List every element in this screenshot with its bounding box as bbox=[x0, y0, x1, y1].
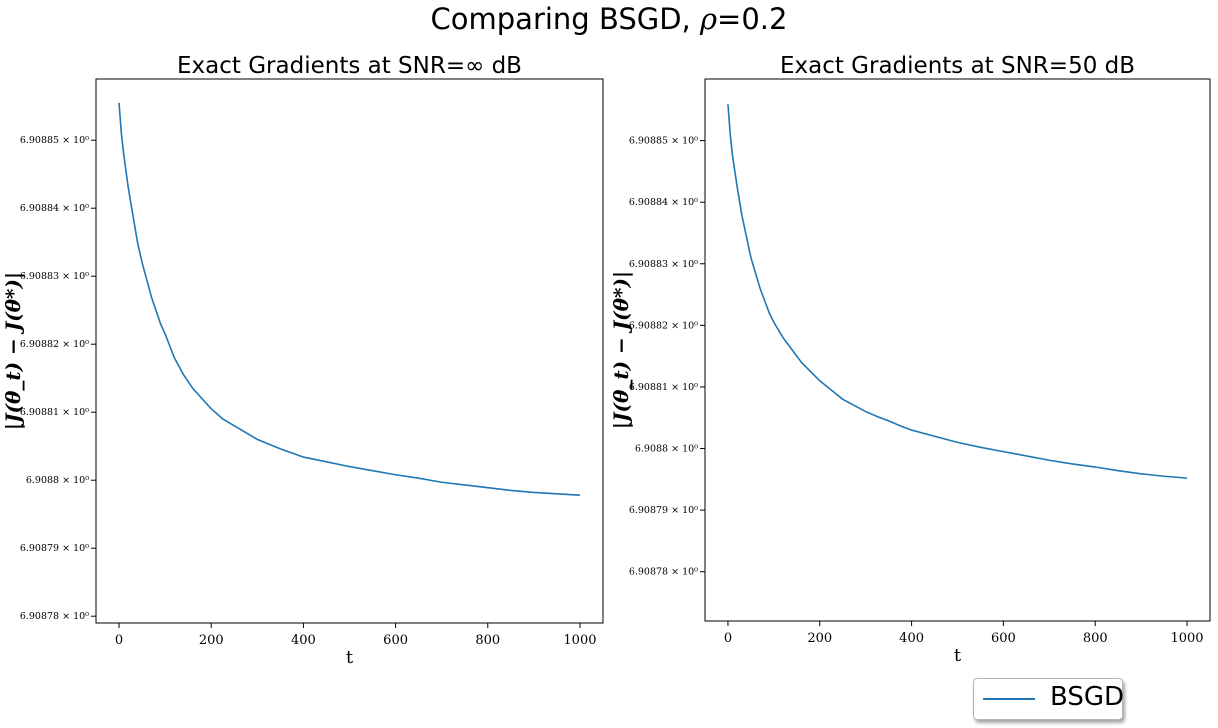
subplot-2-ylabel: |J(θ_t) − J(θ*)| bbox=[609, 271, 633, 429]
subplot-1-ytick-label: 6.90878 × 10⁰ bbox=[20, 611, 89, 622]
subplot-1-ytick-label: 6.90879 × 10⁰ bbox=[20, 543, 89, 554]
figure-title-text: Comparing BSGD, bbox=[430, 2, 700, 36]
subplot-2-xlabel: t bbox=[954, 645, 962, 666]
subplot-2-xtick-label: 800 bbox=[1083, 631, 1108, 646]
subplot-1: Exact Gradients at SNR=∞ dB 0 200 400 600 800… bbox=[1, 53, 604, 668]
subplot-1-xtick-label: 600 bbox=[383, 633, 408, 648]
subplot-2-ytick-label: 6.90881 × 10⁰ bbox=[629, 382, 698, 393]
subplot-1-ylabel: |J(θ_t) − J(θ*)| bbox=[1, 272, 25, 430]
figure-title-rho: ρ bbox=[699, 2, 718, 36]
subplot-1-ytick-label: 6.90883 × 10⁰ bbox=[20, 271, 89, 282]
subplot-2-ytick-label: 6.90879 × 10⁰ bbox=[629, 505, 698, 516]
subplot-2-xtick-label: 400 bbox=[899, 631, 924, 646]
legend: BSGD bbox=[973, 678, 1125, 720]
legend-label: BSGD bbox=[1050, 682, 1125, 712]
subplot-2-xtick-label: 1000 bbox=[1170, 631, 1203, 646]
subplot-1-xlabel: t bbox=[346, 647, 354, 668]
subplot-1-xtick-label: 800 bbox=[475, 633, 500, 648]
subplot-2-xtick-label: 200 bbox=[807, 631, 832, 646]
subplot-2-series-line-1 bbox=[727, 104, 1188, 479]
subplot-1-series-line-1 bbox=[118, 102, 580, 496]
subplot-1-ytick-label: 6.90881 × 10⁰ bbox=[20, 407, 89, 418]
subplot-2-ytick-label: 6.90878 × 10⁰ bbox=[629, 567, 698, 578]
subplot-2-xtick-label: 600 bbox=[991, 631, 1016, 646]
figure-title-value: =0.2 bbox=[717, 2, 788, 36]
subplot-1-xtick-label: 0 bbox=[115, 633, 123, 648]
subplot-1-ytick-label: 6.90882 × 10⁰ bbox=[20, 339, 89, 350]
subplot-2-title: Exact Gradients at SNR=50 dB bbox=[780, 53, 1135, 79]
subplot-1-title: Exact Gradients at SNR=∞ dB bbox=[177, 53, 522, 79]
figure-title: Comparing BSGD, ρ=0.2 bbox=[0, 2, 1218, 36]
subplot-1-xtick-label: 400 bbox=[291, 633, 316, 648]
subplot-2-ytick-label: 6.90883 × 10⁰ bbox=[629, 259, 698, 270]
subplot-2: Exact Gradients at SNR=50 dB 0 200 400 600 80… bbox=[609, 53, 1211, 666]
subplot-2-axes-frame bbox=[704, 78, 1211, 622]
subplot-1-ytick-label: 6.9088 × 10⁰ bbox=[26, 475, 89, 486]
subplot-2-ytick-label: 6.90884 × 10⁰ bbox=[629, 197, 698, 208]
subplot-1-ytick-label: 6.90884 × 10⁰ bbox=[20, 203, 89, 214]
subplot-2-xtick-label: 0 bbox=[724, 631, 732, 646]
subplot-1-axes-frame bbox=[95, 78, 604, 624]
subplot-2-ytick-label: 6.90885 × 10⁰ bbox=[629, 136, 698, 147]
legend-line-swatch bbox=[983, 698, 1035, 700]
subplot-1-xtick-label: 200 bbox=[199, 633, 224, 648]
subplot-2-ytick-label: 6.90882 × 10⁰ bbox=[629, 320, 698, 331]
subplot-2-ytick-label: 6.9088 × 10⁰ bbox=[635, 444, 698, 455]
subplot-1-ytick-label: 6.90885 × 10⁰ bbox=[20, 135, 89, 146]
subplot-1-xtick-label: 1000 bbox=[563, 633, 596, 648]
